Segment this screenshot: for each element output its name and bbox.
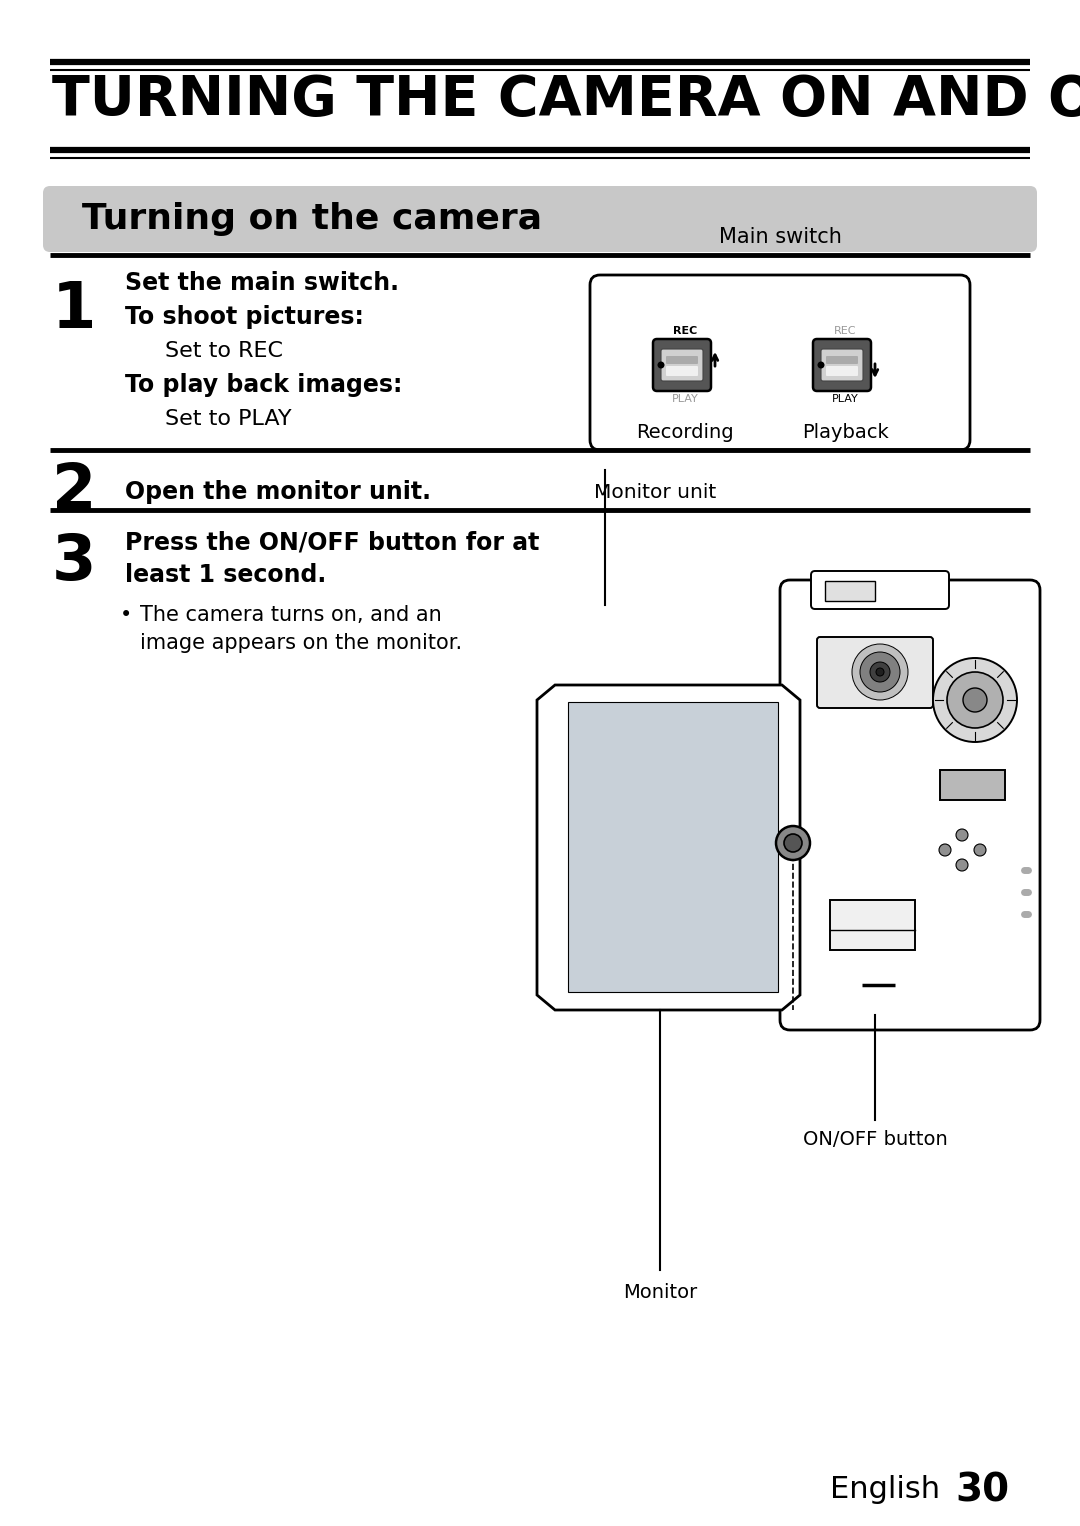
Circle shape — [785, 832, 801, 848]
FancyBboxPatch shape — [821, 349, 863, 382]
Bar — [831, 900, 915, 951]
FancyBboxPatch shape — [590, 275, 970, 450]
Circle shape — [933, 658, 1017, 742]
FancyBboxPatch shape — [813, 339, 870, 391]
Text: ON/OFF button: ON/OFF button — [802, 1129, 947, 1149]
Text: REC: REC — [673, 327, 697, 336]
Circle shape — [939, 844, 951, 856]
Bar — [825, 581, 875, 601]
Text: Main switch: Main switch — [718, 227, 841, 247]
Bar — [940, 771, 1005, 800]
FancyBboxPatch shape — [816, 636, 933, 708]
FancyBboxPatch shape — [826, 366, 858, 375]
Text: PLAY: PLAY — [672, 394, 699, 404]
Circle shape — [876, 668, 885, 676]
Text: To play back images:: To play back images: — [125, 372, 403, 397]
Circle shape — [963, 688, 987, 713]
FancyBboxPatch shape — [661, 349, 703, 382]
Circle shape — [956, 859, 968, 871]
Text: Turning on the camera: Turning on the camera — [82, 201, 542, 237]
FancyBboxPatch shape — [666, 356, 698, 365]
Text: REC: REC — [834, 327, 856, 336]
Text: Set to PLAY: Set to PLAY — [165, 409, 292, 429]
Text: •: • — [120, 604, 132, 626]
Circle shape — [956, 829, 968, 841]
Circle shape — [852, 644, 908, 700]
Circle shape — [658, 362, 664, 368]
Text: English: English — [829, 1476, 940, 1505]
Text: 30: 30 — [956, 1471, 1010, 1509]
Circle shape — [870, 662, 890, 682]
Text: TURNING THE CAMERA ON AND OFF: TURNING THE CAMERA ON AND OFF — [52, 73, 1080, 127]
Text: PLAY: PLAY — [832, 394, 859, 404]
Text: image appears on the monitor.: image appears on the monitor. — [140, 633, 462, 653]
Text: To shoot pictures:: To shoot pictures: — [125, 305, 364, 330]
Circle shape — [974, 844, 986, 856]
Polygon shape — [537, 685, 800, 1010]
Text: Monitor: Monitor — [623, 1283, 697, 1302]
Polygon shape — [568, 702, 778, 992]
Circle shape — [777, 826, 810, 861]
Text: The camera turns on, and an: The camera turns on, and an — [140, 604, 442, 626]
Text: Set the main switch.: Set the main switch. — [125, 272, 399, 295]
Text: least 1 second.: least 1 second. — [125, 563, 326, 588]
Text: Monitor unit: Monitor unit — [594, 482, 716, 502]
Text: 1: 1 — [52, 279, 96, 340]
Text: Press the ON/OFF button for at: Press the ON/OFF button for at — [125, 530, 539, 554]
Circle shape — [784, 835, 802, 852]
Text: Playback: Playback — [801, 424, 889, 443]
FancyBboxPatch shape — [780, 580, 1040, 1030]
Text: Recording: Recording — [636, 424, 733, 443]
FancyBboxPatch shape — [653, 339, 711, 391]
FancyBboxPatch shape — [811, 571, 949, 609]
Text: Set to REC: Set to REC — [165, 340, 283, 362]
FancyBboxPatch shape — [43, 186, 1037, 252]
FancyBboxPatch shape — [666, 366, 698, 375]
Text: 3: 3 — [52, 531, 96, 594]
Text: 2: 2 — [52, 461, 96, 523]
Circle shape — [947, 671, 1003, 728]
Circle shape — [818, 362, 824, 368]
Circle shape — [860, 652, 900, 691]
Text: Open the monitor unit.: Open the monitor unit. — [125, 481, 431, 504]
FancyBboxPatch shape — [826, 356, 858, 365]
